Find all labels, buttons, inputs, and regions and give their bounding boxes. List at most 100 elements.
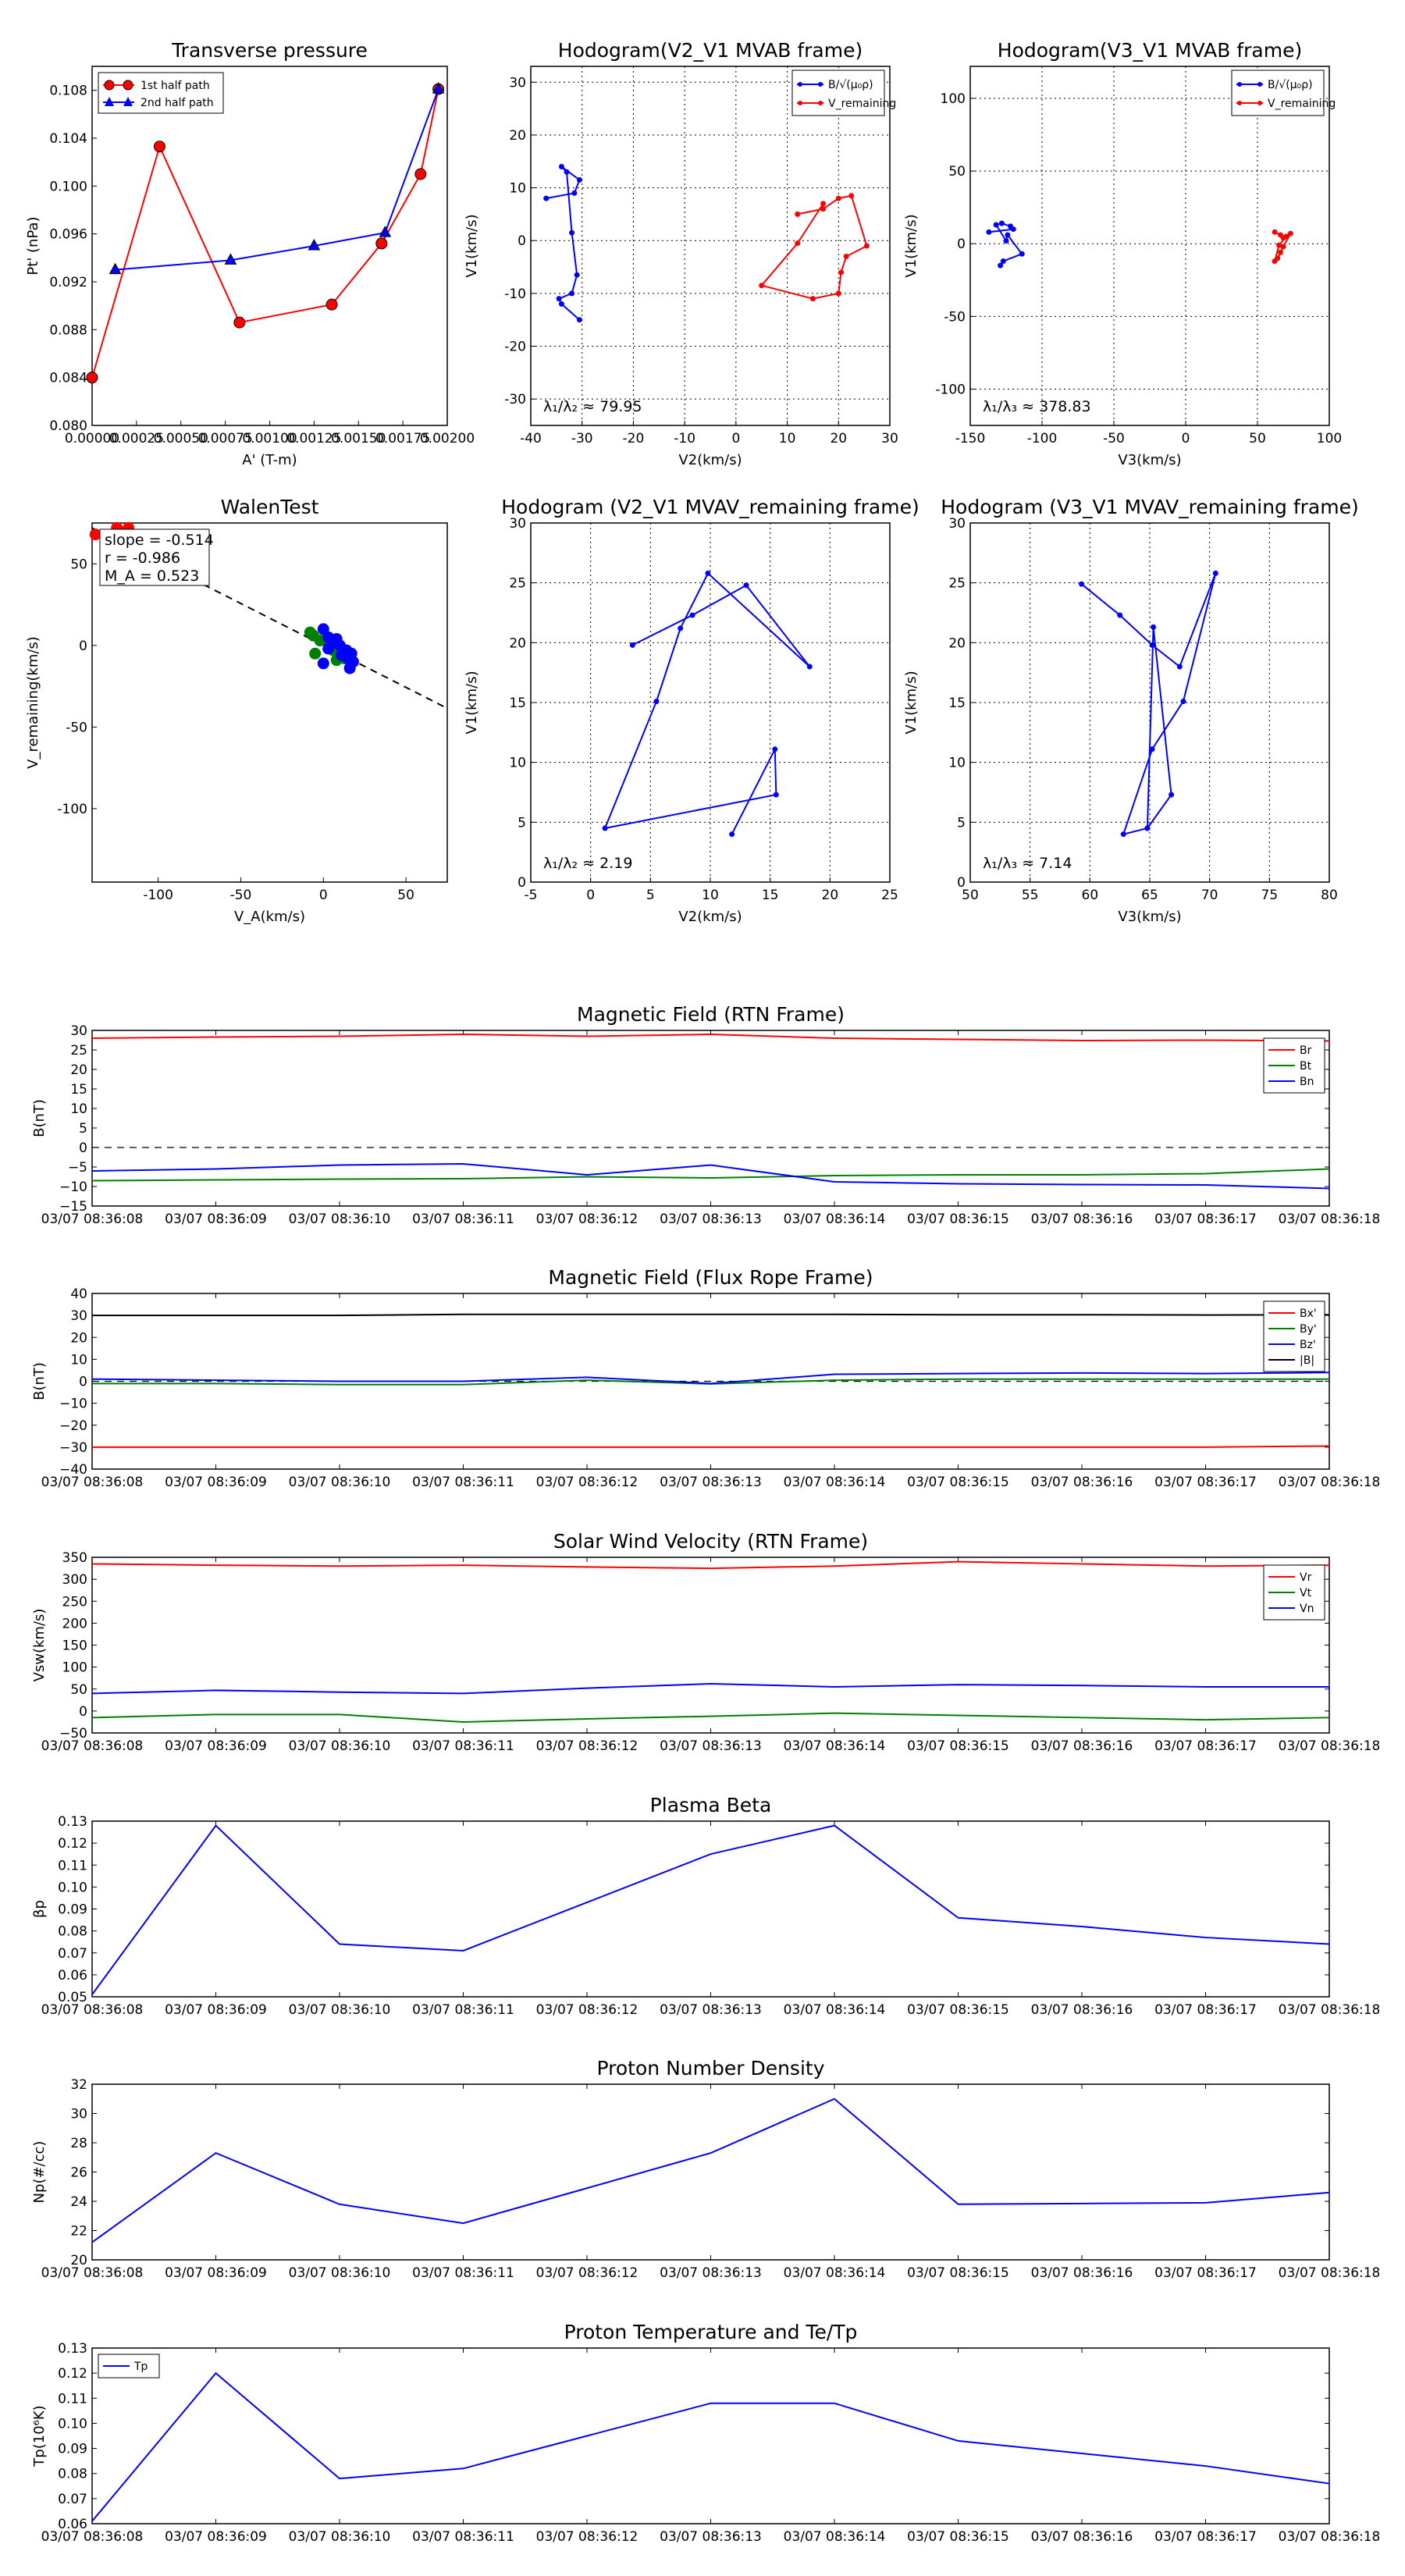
x-axis-label: V2(km/s) <box>678 909 742 925</box>
y-axis-label: Pt' (nPa) <box>25 216 41 275</box>
data-point <box>558 301 564 307</box>
data-point <box>1151 624 1157 630</box>
data-point <box>1280 244 1286 250</box>
x-tick-label: 55 <box>1022 888 1039 903</box>
x-axis-label: V_A(km/s) <box>234 909 305 925</box>
y-tick-label: 50 <box>70 557 87 572</box>
x-tick-label: -50 <box>1103 431 1125 447</box>
legend-marker <box>123 97 133 106</box>
time-tick-label: 03/07 08:36:11 <box>412 2529 514 2545</box>
y-tick-label: 0.09 <box>58 2442 87 2457</box>
y-tick-label: 0.05 <box>58 1990 87 2005</box>
y-tick-label: 10 <box>509 181 526 197</box>
data-point <box>1272 258 1278 265</box>
y-tick-label: 30 <box>70 2107 87 2122</box>
time-tick-label: 03/07 08:36:09 <box>165 1212 267 1227</box>
y-tick-label: 15 <box>70 1082 87 1098</box>
y-tick-label: 0.10 <box>58 2416 87 2432</box>
x-tick-label: 5 <box>646 888 655 903</box>
chart-transverse_pressure: Transverse pressure 0.000000.000250.00050… <box>25 39 475 468</box>
x-tick-label: 0.00200 <box>420 431 475 447</box>
time-tick-label: 03/07 08:36:12 <box>536 2529 638 2545</box>
y-tick-label: 25 <box>509 576 526 592</box>
walen-stat: slope = -0.514 <box>105 532 214 549</box>
y-tick-label: 20 <box>70 1330 87 1346</box>
y-tick-label: −50 <box>59 1726 87 1742</box>
y-tick-label: −5 <box>68 1160 87 1176</box>
y-tick-label: 0.11 <box>58 2391 87 2407</box>
y-tick-label: 10 <box>948 756 966 771</box>
y-tick-label: 0 <box>957 237 966 252</box>
time-tick-label: 03/07 08:36:16 <box>1031 2529 1133 2545</box>
y-tick-label: -100 <box>57 802 87 817</box>
time-tick-label: 03/07 08:36:11 <box>412 2265 514 2281</box>
data-point <box>653 698 660 704</box>
y-tick-label: 28 <box>70 2136 87 2151</box>
data-point <box>1005 232 1011 238</box>
data-point <box>1019 251 1025 257</box>
time-tick-label: 03/07 08:36:13 <box>660 2265 762 2281</box>
y-tick-label: 0.104 <box>49 131 87 147</box>
time-tick-label: 03/07 08:36:10 <box>289 2529 391 2545</box>
y-tick-label: -50 <box>66 720 87 735</box>
time-tick-label: 03/07 08:36:15 <box>907 1212 1009 1227</box>
x-tick-label: -30 <box>571 431 593 447</box>
time-tick-label: 03/07 08:36:14 <box>784 2265 886 2281</box>
data-point <box>678 625 684 632</box>
x-tick-label: 0.00100 <box>242 431 297 447</box>
y-tick-label: 100 <box>941 91 966 107</box>
chart-plasma_beta: Plasma Beta 03/07 08:36:08 03/07 08:36:09 0… <box>31 1794 1380 2018</box>
x-axis-label: V2(km/s) <box>678 452 742 468</box>
data-point <box>309 647 322 660</box>
time-tick-label: 03/07 08:36:15 <box>907 2265 1009 2281</box>
legend-label: Bx' <box>1300 1308 1317 1320</box>
x-tick-label: 10 <box>702 888 719 903</box>
y-tick-label: -30 <box>504 392 526 407</box>
chart-title: Magnetic Field (RTN Frame) <box>577 1003 845 1026</box>
y-tick-label: 5 <box>79 1121 87 1137</box>
data-point <box>414 168 427 180</box>
x-axis-label: V3(km/s) <box>1118 452 1181 468</box>
time-tick-label: 03/07 08:36:17 <box>1154 2265 1257 2281</box>
legend-marker <box>104 80 115 91</box>
time-tick-label: 03/07 08:36:10 <box>289 1475 391 1490</box>
data-point <box>574 272 580 278</box>
x-tick-label: 0.00075 <box>197 431 252 447</box>
data-point <box>1149 746 1155 753</box>
x-tick-label: 10 <box>779 431 796 447</box>
time-tick-label: 03/07 08:36:12 <box>536 2265 638 2281</box>
legend-marker <box>1237 82 1242 87</box>
series-line-Tp <box>91 2371 1330 2522</box>
chart-title: WalenTest <box>221 496 319 518</box>
time-tick-label: 03/07 08:36:14 <box>784 2529 886 2545</box>
x-tick-label: 0.00150 <box>331 431 386 447</box>
data-point <box>835 290 841 297</box>
y-tick-label: 350 <box>62 1550 87 1566</box>
y-tick-label: 20 <box>70 2253 87 2268</box>
data-point <box>1283 233 1289 240</box>
chart-hodo_v2_v1_mvab: Hodogram(V2_V1 MVAB frame) -40 -30 -20 -10 0 1… <box>464 39 898 468</box>
y-tick-label: 20 <box>509 128 526 144</box>
y-tick-label: 0 <box>79 1704 87 1720</box>
legend-marker <box>818 82 823 87</box>
y-tick-label: −40 <box>59 1462 87 1478</box>
time-tick-label: 03/07 08:36:17 <box>1154 2002 1257 2018</box>
data-point <box>543 195 550 201</box>
data-point <box>705 570 711 576</box>
data-point <box>795 240 801 247</box>
chart-title: Hodogram(V3_V1 MVAB frame) <box>998 39 1302 62</box>
y-tick-label: 0.088 <box>49 322 87 338</box>
data-point <box>772 746 778 753</box>
data-point <box>576 176 582 183</box>
x-tick-label: 50 <box>1249 431 1266 447</box>
time-tick-label: 03/07 08:36:11 <box>412 1475 514 1490</box>
x-tick-label: 0.00000 <box>65 431 119 447</box>
chart-proton_temperature: Proton Temperature and Te/Tp 03/07 08:36:… <box>31 2321 1380 2545</box>
data-point <box>571 190 578 196</box>
x-tick-label: 20 <box>830 431 847 447</box>
chart-proton_density: Proton Number Density 03/07 08:36:08 03/07… <box>31 2057 1380 2281</box>
x-axis-label: A' (T-m) <box>242 452 297 468</box>
data-point <box>1168 792 1175 798</box>
